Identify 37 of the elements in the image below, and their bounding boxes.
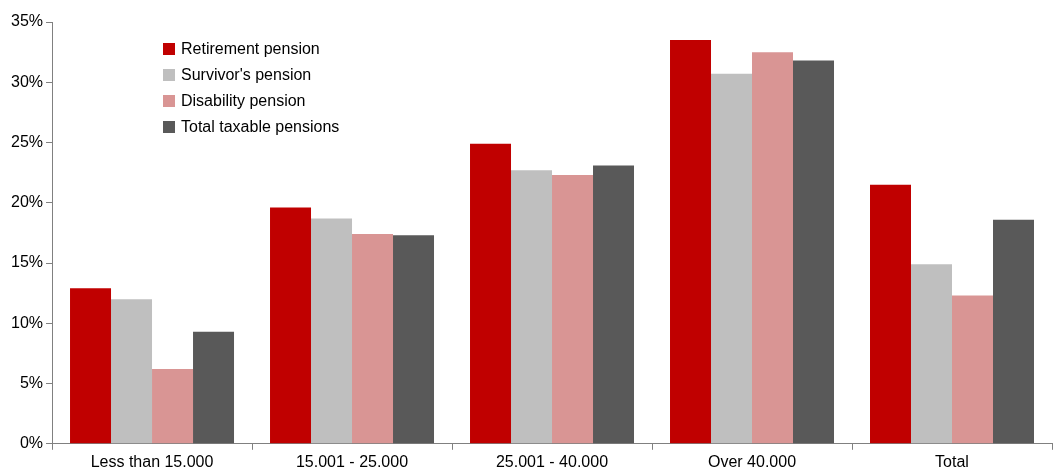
x-tick-label: 25.001 - 40.000 [495,452,609,470]
x-tick-label: 15.001 - 25.000 [295,452,409,470]
bar [270,207,312,444]
bar [952,295,993,444]
legend-label: Total taxable pensions [181,118,340,136]
y-tick-label: 10% [10,313,44,331]
bar [993,219,1034,444]
x-tick-label: Over 40.000 [707,452,797,470]
bar [311,218,353,444]
bar [793,60,835,444]
bar [511,170,553,444]
x-tick-label: Less than 15.000 [90,452,214,470]
bar [193,331,235,444]
x-tick-label: Total [935,452,969,470]
bar [470,143,512,444]
bar [352,234,394,444]
legend-label: Disability pension [181,92,306,110]
bar [911,264,952,444]
bar [393,235,435,444]
bar [752,52,794,444]
bar [711,73,753,444]
y-tick-label: 20% [10,193,44,211]
y-tick-label: 25% [10,132,44,150]
bar [152,369,194,444]
legend-label: Retirement pension [181,40,320,58]
legend-label: Survivor's pension [181,66,312,84]
bar [70,288,112,444]
y-tick-label: 35% [10,12,44,30]
bar [552,175,594,444]
y-tick-label: 30% [10,72,44,90]
bar [593,165,635,444]
bar [111,299,153,444]
y-tick-label: 15% [10,253,44,271]
y-tick-label: 0% [19,434,44,452]
bar [870,184,911,444]
bar [670,40,712,444]
y-tick-label: 5% [19,373,44,391]
